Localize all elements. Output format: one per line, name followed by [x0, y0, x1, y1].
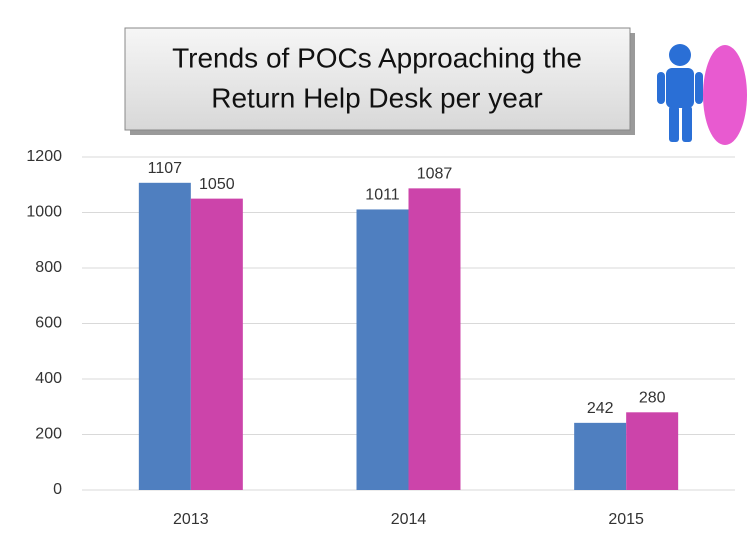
x-tick-label: 2015 [608, 511, 644, 528]
bar [138, 182, 191, 490]
bar [356, 209, 409, 490]
y-tick-label: 600 [35, 315, 62, 332]
bar [408, 188, 461, 491]
y-tick-label: 0 [53, 481, 62, 498]
data-label: 1107 [148, 160, 183, 177]
x-tick-label: 2013 [173, 511, 209, 528]
female-icon [703, 45, 747, 145]
data-label: 242 [587, 400, 614, 417]
y-tick-label: 1000 [26, 204, 62, 221]
bar [190, 198, 243, 490]
bar [574, 422, 627, 490]
male-icon [657, 44, 703, 142]
data-label: 280 [639, 390, 666, 407]
y-tick-label: 200 [35, 426, 62, 443]
x-tick-label: 2014 [391, 511, 427, 528]
y-tick-label: 1200 [26, 148, 62, 165]
y-tick-label: 400 [35, 370, 62, 387]
bar [626, 412, 679, 490]
y-tick-label: 800 [35, 259, 62, 276]
data-label: 1087 [417, 166, 453, 183]
chart-title: Trends of POCs Approaching the [172, 42, 582, 73]
chart-title: Return Help Desk per year [211, 82, 542, 113]
title-box [124, 27, 631, 131]
data-label: 1050 [199, 176, 235, 193]
data-label: 1011 [365, 187, 400, 204]
